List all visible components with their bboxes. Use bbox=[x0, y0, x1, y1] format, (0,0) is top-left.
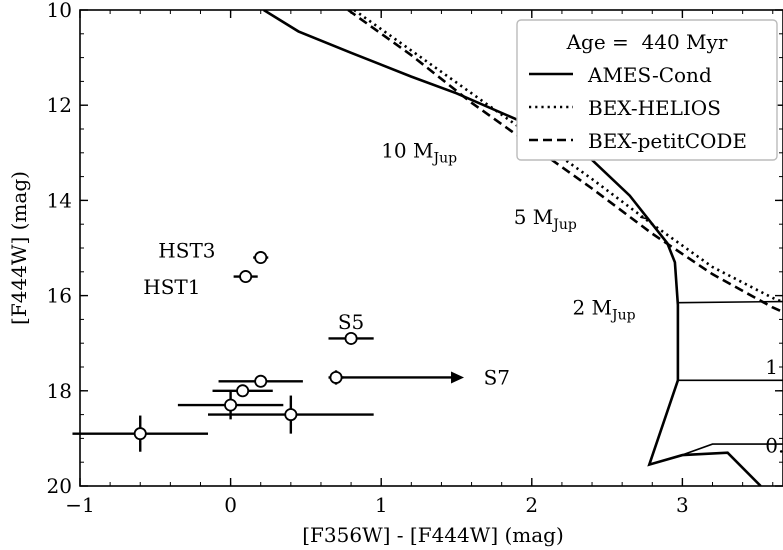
point-label-s5: S5 bbox=[338, 310, 364, 334]
y-axis-label: [F444W] (mag) bbox=[7, 171, 31, 325]
mass-label-4: 0.5 MJup bbox=[765, 434, 783, 462]
plot-frame bbox=[79, 9, 783, 487]
x-tick-label-2: 1 bbox=[375, 493, 388, 517]
y-tick-label-1: 12 bbox=[47, 93, 72, 117]
y-tick-label-4: 18 bbox=[47, 379, 72, 403]
legend-title: Age = 440 Myr bbox=[566, 30, 728, 54]
mass-line-2 bbox=[677, 300, 783, 304]
x-tick-label-4: 3 bbox=[676, 493, 689, 517]
mass-line-layer bbox=[524, 143, 783, 458]
point-label-s7: S7 bbox=[484, 365, 510, 389]
mass-label-2: 2 MJup bbox=[572, 296, 635, 324]
data-point-6 bbox=[177, 390, 284, 420]
data-point-layer bbox=[72, 251, 465, 452]
x-axis-label: [F356W] - [F444W] (mag) bbox=[302, 523, 564, 547]
data-point-hst3 bbox=[253, 251, 269, 265]
legend: Age = 440 Myr AMES-Cond BEX-HELIOS BEX-peti… bbox=[516, 19, 778, 161]
legend-label-2: BEX-petitCODE bbox=[588, 129, 747, 153]
legend-box bbox=[516, 19, 778, 161]
data-point-4 bbox=[218, 374, 303, 388]
y-tick-label-5: 20 bbox=[47, 474, 72, 498]
data-point-hst1 bbox=[233, 270, 258, 284]
point-label-hst1: HST1 bbox=[143, 275, 200, 299]
mass-label-1: 5 MJup bbox=[514, 205, 577, 233]
data-point-7 bbox=[208, 395, 374, 434]
y-tick-label-2: 14 bbox=[47, 188, 72, 212]
data-point-s5 bbox=[328, 331, 374, 345]
data-point-s7 bbox=[328, 370, 465, 385]
isochrone-bex-helios bbox=[353, 10, 783, 304]
mass-label-3: 1 MJup bbox=[765, 355, 783, 383]
legend-label-0: AMES-Cond bbox=[587, 63, 712, 87]
x-tick-label-1: 0 bbox=[224, 493, 237, 517]
data-point-5 bbox=[212, 384, 273, 398]
legend-label-1: BEX-HELIOS bbox=[588, 96, 721, 120]
mass-line-1 bbox=[640, 216, 650, 221]
mass-line-4 bbox=[677, 443, 783, 458]
data-point-8 bbox=[72, 415, 209, 452]
x-tick-label-0: −1 bbox=[65, 493, 94, 517]
point-label-hst3: HST3 bbox=[158, 238, 215, 262]
isochrone-layer bbox=[263, 10, 783, 486]
x-tick-label-3: 2 bbox=[525, 493, 538, 517]
y-tick-label-0: 10 bbox=[47, 0, 72, 22]
isochrone-bex-petitcode bbox=[347, 10, 783, 314]
y-tick-label-3: 16 bbox=[47, 284, 72, 308]
mass-label-0: 10 MJup bbox=[381, 138, 457, 166]
